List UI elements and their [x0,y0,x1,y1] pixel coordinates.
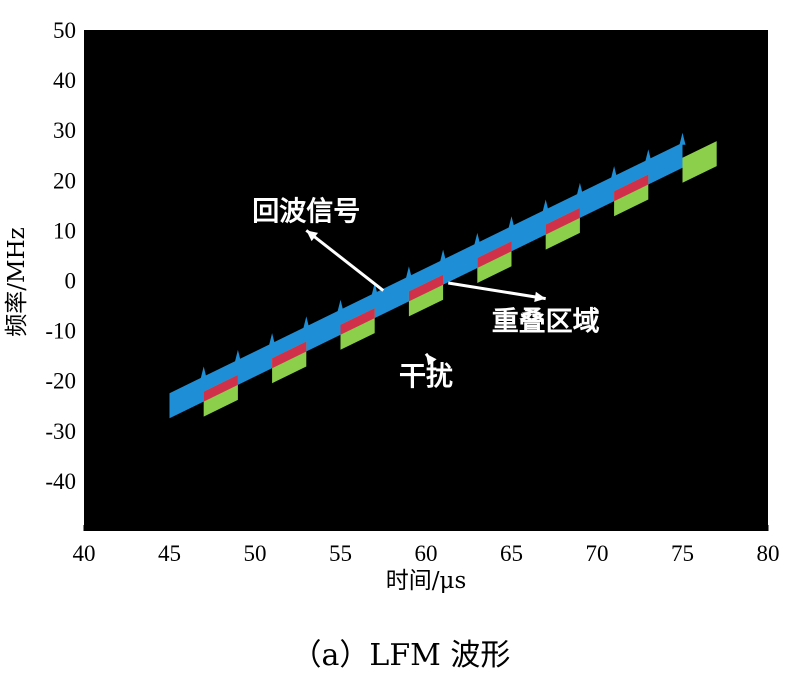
figure-caption: （a）LFM 波形 [292,638,511,673]
echo-spike [542,199,549,212]
annotation-label: 重叠区域 [492,307,600,338]
x-tick-label: 40 [73,541,96,566]
annotation-arrow [305,229,385,292]
annotation-label: 干扰 [399,362,453,393]
jamming-pulse [682,141,717,183]
overlap-region [203,374,238,402]
overlap-region [614,174,649,202]
y-tick-label: -20 [45,369,76,394]
annotation-arrow [447,281,546,301]
echo-spike [576,182,583,195]
annotation-arrowhead [426,353,437,366]
annotation-label: 回波信号 [252,196,360,227]
echo-spike [440,249,447,262]
x-tick-label: 65 [500,541,523,566]
echo-spike [234,349,241,362]
annotation-arrowhead [306,230,319,242]
y-tick-label: -40 [45,469,76,494]
echo-spike [371,283,378,296]
y-tick-label: 20 [53,168,76,193]
x-tick-label: 70 [586,541,609,566]
annotation-arrowhead [534,291,546,303]
overlap-region [272,341,307,369]
x-axis-label: 时间/μs [386,568,467,594]
y-tick-label: -30 [45,419,76,444]
echo-spike [200,366,207,379]
overlap-regions [203,174,649,402]
x-tick-label: 80 [757,541,780,566]
echo-spike [679,132,686,145]
echo-spike [303,316,310,329]
overlap-region [545,207,580,235]
y-tick-label: 50 [53,18,76,43]
x-tick-label: 75 [671,541,694,566]
overlap-region [340,308,375,335]
x-tick-label: 45 [158,541,181,566]
y-axis-label: 频率/MHz [4,227,30,336]
y-tick-label: -10 [45,319,76,344]
echo-spike [508,216,515,229]
x-tick-label: 55 [329,541,352,566]
echo-spike [405,266,412,279]
echo-spike [611,166,618,179]
overlap-region [477,241,512,268]
x-tick-label: 50 [244,541,267,566]
echo-spike [269,333,276,346]
x-ticks: 40 45 50 55 60 65 70 75 80 [73,525,780,566]
echo-spike [337,299,344,312]
x-tick-label: 60 [415,541,438,566]
y-ticks: 50 40 30 20 10 0 -10 -20 -30 -40 [45,18,76,494]
y-tick-label: 40 [53,68,76,93]
y-tick-label: 0 [65,269,77,294]
overlap-region [408,274,444,302]
y-tick-label: 30 [53,118,76,143]
echo-spike [474,232,481,245]
y-tick-label: 10 [53,218,76,243]
echo-spike [645,149,652,162]
